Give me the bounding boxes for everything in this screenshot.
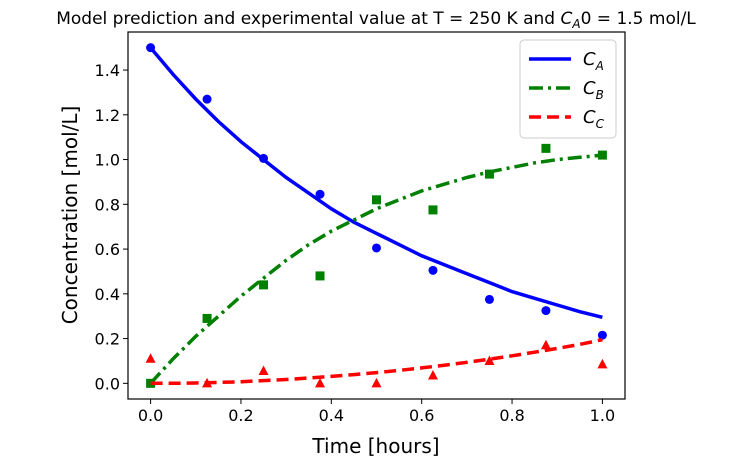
model-line-1 [149, 153, 603, 385]
y-tick-label-7: 1.4 [95, 61, 120, 80]
data-point-0-8 [597, 330, 607, 340]
data-point-2-6 [484, 355, 495, 365]
x-tick-label-5: 1.0 [590, 406, 615, 425]
axis-ticks: 0.0 0.2 0.4 0.6 0.8 1.0 0.0 0.2 0.4 0.6 0.8 1.0 1.2 1… [95, 61, 616, 425]
x-axis-label: Time [hours] [311, 434, 439, 458]
data-point-2-7 [540, 339, 551, 350]
x-tick-label-0: 0.0 [138, 406, 163, 425]
data-point-0-4 [372, 243, 381, 253]
plot-area [145, 43, 608, 388]
data-point-1-6 [484, 169, 494, 179]
data-point-1-4 [372, 195, 381, 205]
data-point-2-8 [597, 358, 608, 369]
y-tick-label-1: 0.2 [95, 330, 120, 349]
data-point-1-3 [315, 271, 325, 281]
data-point-0-1 [202, 94, 212, 104]
y-tick-label-4: 0.8 [95, 195, 120, 214]
data-point-2-3 [315, 377, 326, 388]
data-point-1-2 [259, 280, 269, 290]
data-point-0-0 [146, 43, 156, 53]
y-tick-label-6: 1.2 [95, 106, 120, 125]
plot-frame [127, 31, 626, 400]
y-tick-label-3: 0.6 [95, 240, 120, 259]
data-point-2-0 [145, 353, 156, 363]
chart-title: Model prediction and experimental value … [56, 9, 696, 31]
x-tick-label-4: 0.8 [499, 406, 524, 425]
x-tick-label-1: 0.2 [228, 406, 253, 425]
y-tick-label-2: 0.4 [95, 285, 120, 304]
legend-label-1: CB [583, 78, 604, 102]
y-axis-label: Concentration [mol/L] [58, 106, 82, 325]
x-tick-label-2: 0.4 [319, 406, 344, 425]
data-point-1-5 [428, 205, 438, 215]
data-point-1-8 [597, 150, 607, 160]
data-point-2-1 [202, 377, 213, 388]
data-point-0-3 [315, 189, 325, 199]
legend-label-0: CA [583, 49, 604, 73]
data-point-0-7 [541, 306, 551, 316]
y-tick-label-0: 0.0 [95, 374, 120, 393]
data-point-0-2 [259, 153, 269, 163]
x-tick-label-3: 0.6 [409, 406, 434, 425]
data-point-1-0 [146, 378, 156, 388]
legend-label-2: CC [583, 107, 605, 131]
data-point-2-4 [371, 377, 382, 388]
data-point-2-5 [427, 370, 438, 380]
data-point-1-1 [202, 313, 212, 323]
model-line-0 [149, 46, 603, 319]
model-line-2 [150, 337, 603, 386]
data-point-0-6 [484, 294, 494, 304]
y-tick-label-5: 1.0 [95, 151, 120, 170]
data-point-1-7 [541, 143, 551, 153]
data-point-2-2 [258, 365, 269, 376]
data-point-0-5 [428, 265, 438, 275]
legend: CA CB CC [519, 39, 617, 139]
